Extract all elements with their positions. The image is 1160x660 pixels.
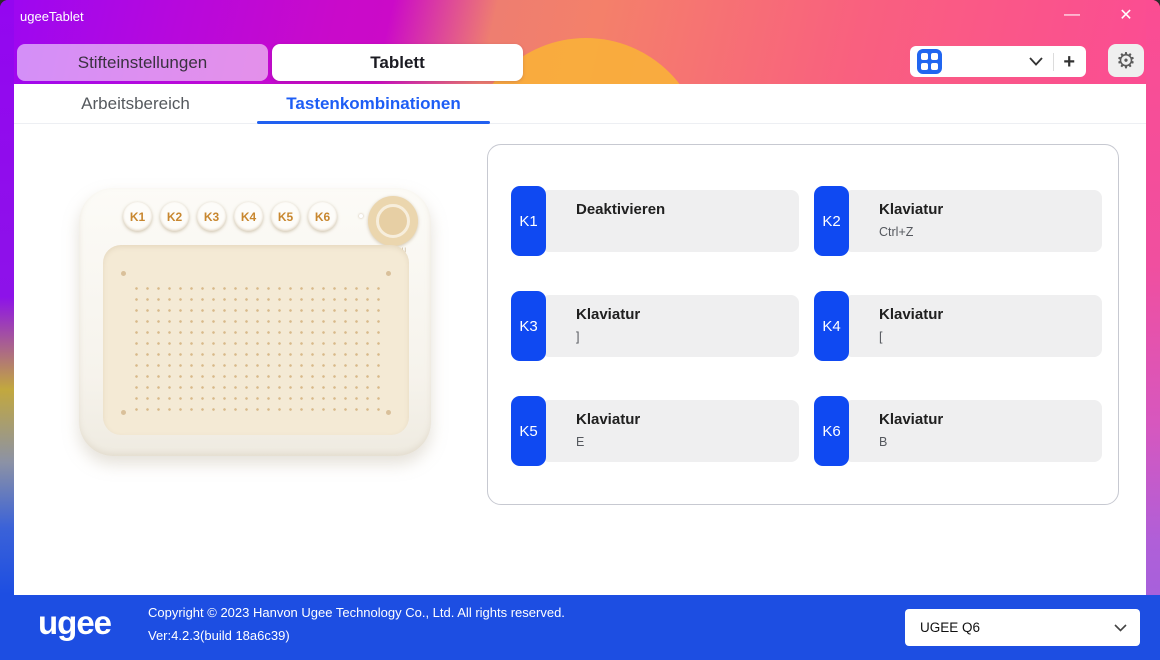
minimize-button[interactable]: — (1052, 0, 1092, 30)
subtab-arbeitsbereich[interactable]: Arbeitsbereich (14, 84, 257, 124)
content-area: Arbeitsbereich Tastenkombinationen K1 K2… (14, 84, 1146, 595)
tablet-dial (368, 196, 418, 246)
tab-label: Stifteinstellungen (77, 52, 208, 72)
version-text: Ver:4.2.3(build 18a6c39) (148, 628, 290, 643)
tablet-dot-grid (131, 283, 381, 411)
window-title: ugeeTablet (20, 9, 84, 24)
shortcut-item-k3[interactable]: K3 Klaviatur ] (511, 291, 799, 361)
key-badge: K3 (511, 291, 546, 361)
tablet-key-k3: K3 (197, 202, 226, 231)
subtab-tastenkombinationen[interactable]: Tastenkombinationen (257, 84, 490, 124)
footer-bar: ugee Copyright © 2023 Hanvon Ugee Techno… (0, 595, 1160, 660)
shortcut-box (844, 190, 1102, 252)
key-badge: K5 (511, 396, 546, 466)
device-model-select[interactable]: UGEE Q6 (905, 609, 1140, 646)
chevron-down-icon (1114, 623, 1127, 632)
shortcut-box (844, 295, 1102, 357)
shortcut-title: Deaktivieren (576, 201, 666, 218)
right-edge-gradient (1146, 0, 1160, 660)
shortcut-box (844, 400, 1102, 462)
close-icon: ✕ (1119, 7, 1133, 24)
tablet-key-k4: K4 (234, 202, 263, 231)
tab-stifteinstellungen[interactable]: Stifteinstellungen (17, 44, 268, 81)
pad-corner-dot (121, 271, 126, 276)
shortcut-box (541, 190, 799, 252)
shortcut-item-k6[interactable]: K6 Klaviatur B (814, 396, 1102, 466)
shortcut-title: Klaviatur (879, 411, 944, 428)
shortcut-item-k2[interactable]: K2 Klaviatur Ctrl+Z (814, 186, 1102, 256)
shortcut-item-k5[interactable]: K5 Klaviatur E (511, 396, 799, 466)
settings-button[interactable]: ⚙ (1108, 44, 1144, 77)
shortcut-title: Klaviatur (576, 411, 641, 428)
tab-tablett[interactable]: Tablett (272, 44, 523, 81)
shortcut-subtitle: [ (879, 330, 883, 344)
shortcut-subtitle: Ctrl+Z (879, 225, 914, 239)
tablet-illustration: K1 K2 K3 K4 K5 K6 ||| (79, 188, 431, 456)
copyright-text: Copyright © 2023 Hanvon Ugee Technology … (148, 605, 565, 620)
shortcut-item-k1[interactable]: K1 Deaktivieren (511, 186, 799, 256)
tablet-dial-inner (376, 204, 410, 238)
pad-corner-dot (386, 271, 391, 276)
tablet-key-k6: K6 (308, 202, 337, 231)
key-badge: K2 (814, 186, 849, 256)
shortcut-grid: K1 Deaktivieren K2 Klaviatur Ctrl+Z K3 K… (511, 186, 1102, 466)
add-device-button[interactable]: + (1063, 50, 1075, 73)
shortcut-title: Klaviatur (879, 201, 944, 218)
tablet-key-k2: K2 (160, 202, 189, 231)
device-switcher[interactable]: + (910, 46, 1086, 77)
shortcut-subtitle: ] (576, 330, 580, 344)
key-badge: K1 (511, 186, 546, 256)
tablet-drawing-area (103, 245, 409, 435)
subtab-label: Arbeitsbereich (81, 94, 190, 113)
pad-corner-dot (386, 410, 391, 415)
key-badge: K6 (814, 396, 849, 466)
subtab-label: Tastenkombinationen (286, 94, 461, 113)
tablet-key-k5: K5 (271, 202, 300, 231)
shortcut-title: Klaviatur (576, 306, 641, 323)
chevron-down-icon[interactable] (1029, 57, 1043, 66)
shortcut-title: Klaviatur (879, 306, 944, 323)
pad-corner-dot (121, 410, 126, 415)
minimize-icon: — (1064, 6, 1080, 23)
shortcut-panel: K1 Deaktivieren K2 Klaviatur Ctrl+Z K3 K… (487, 144, 1119, 505)
divider (1053, 52, 1055, 71)
shortcut-box (541, 295, 799, 357)
ugee-logo: ugee (38, 604, 112, 641)
tab-label: Tablett (370, 52, 425, 72)
shortcut-item-k4[interactable]: K4 Klaviatur [ (814, 291, 1102, 361)
gear-icon: ⚙ (1116, 47, 1136, 73)
key-badge: K4 (814, 291, 849, 361)
shortcut-subtitle: E (576, 435, 585, 449)
active-tab-underline (257, 121, 490, 124)
close-button[interactable]: ✕ (1106, 0, 1146, 30)
tablet-key-row: K1 K2 K3 K4 K5 K6 (123, 202, 337, 231)
sub-tab-bar: Arbeitsbereich Tastenkombinationen (14, 84, 1146, 124)
left-edge-gradient (0, 0, 14, 660)
device-grid-icon (917, 49, 942, 74)
tablet-led-indicator (359, 214, 363, 218)
tablet-key-k1: K1 (123, 202, 152, 231)
shortcut-subtitle: B (879, 435, 888, 449)
device-model-label: UGEE Q6 (920, 620, 981, 635)
shortcut-box (541, 400, 799, 462)
